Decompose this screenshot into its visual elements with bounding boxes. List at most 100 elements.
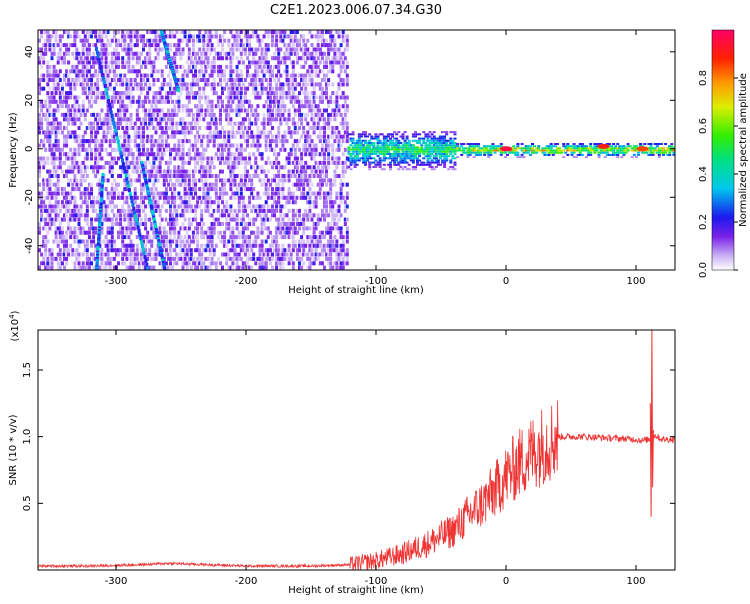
- heatmap-cell: [231, 126, 235, 130]
- heatmap-cell: [221, 43, 224, 48]
- heatmap-cell: [300, 239, 304, 244]
- heatmap-cell: [200, 230, 204, 235]
- heatmap-cell: [262, 261, 266, 266]
- heatmap-cell: [216, 99, 220, 104]
- heatmap-cell: [54, 156, 58, 161]
- heatmap-cell: [50, 143, 54, 148]
- heatmap-cell: [187, 69, 191, 74]
- heatmap-cell: [314, 60, 318, 65]
- heatmap-cell: [135, 117, 139, 122]
- heatmap-cell: [237, 43, 241, 48]
- heatmap-cell: [246, 169, 249, 174]
- heatmap-cell: [171, 270, 174, 274]
- heatmap-cell: [298, 82, 301, 87]
- heatmap-cell: [233, 34, 237, 39]
- heatmap-cell: [316, 104, 320, 109]
- heatmap-cell: [42, 56, 46, 61]
- heatmap-cell: [65, 143, 68, 148]
- heatmap-cell: [202, 43, 206, 48]
- heatmap-cell: [123, 152, 127, 157]
- heatmap-cell: [389, 163, 392, 166]
- heatmap-cell: [48, 121, 52, 126]
- heatmap-cell: [219, 95, 222, 100]
- heatmap-cell: [333, 222, 337, 226]
- heatmap-cell: [119, 213, 123, 218]
- heatmap-cell: [104, 51, 108, 56]
- heatmap-cell: [198, 95, 202, 100]
- heatmap-cell: [291, 239, 295, 244]
- heatmap-cell: [325, 147, 328, 152]
- heatmap-cell: [83, 112, 87, 117]
- heatmap-cell: [382, 155, 386, 158]
- heatmap-cell: [241, 265, 245, 270]
- heatmap-cell: [302, 261, 306, 266]
- heatmap-cell: [331, 130, 335, 135]
- heatmap-cell: [273, 56, 276, 61]
- heatmap-cell: [77, 261, 81, 266]
- heatmap-cell: [281, 217, 285, 222]
- heatmap-cell: [219, 56, 222, 61]
- heatmap-cell: [343, 222, 347, 226]
- heatmap-cell: [162, 182, 166, 187]
- heatmap-cell: [281, 104, 285, 109]
- heatmap-cell: [295, 60, 299, 65]
- heatmap-cell: [212, 143, 216, 148]
- heatmap-cell: [81, 230, 85, 235]
- heatmap-cell: [173, 182, 177, 187]
- heatmap-cell: [252, 134, 256, 139]
- heatmap-cell: [52, 239, 56, 244]
- heatmap-cell: [63, 30, 66, 34]
- heatmap-cell: [189, 195, 193, 200]
- heatmap-cell: [154, 130, 158, 135]
- heatmap-cell: [271, 243, 274, 248]
- heatmap-cell: [48, 108, 52, 113]
- heatmap-cell: [325, 230, 328, 235]
- heatmap-cell: [239, 187, 243, 192]
- heatmap-cell: [144, 226, 148, 231]
- heatmap-cell: [287, 187, 291, 192]
- heatmap-cell: [48, 143, 52, 148]
- heatmap-cell: [216, 200, 220, 205]
- heatmap-cell: [94, 139, 98, 144]
- heatmap-cell: [158, 95, 162, 100]
- heatmap-cell: [98, 112, 102, 117]
- heatmap-cell: [200, 160, 204, 165]
- heatmap-cell: [219, 73, 222, 78]
- heatmap-cell: [73, 204, 77, 209]
- heatmap-cell: [416, 163, 419, 166]
- heatmap-cell: [110, 191, 114, 196]
- heatmap-cell: [125, 51, 129, 56]
- heatmap-cell: [104, 34, 108, 39]
- heatmap-cell: [289, 174, 293, 178]
- heatmap-cell: [196, 147, 200, 152]
- heatmap-cell: [142, 121, 145, 126]
- heatmap-cell: [94, 160, 98, 165]
- heatmap-cell: [58, 239, 62, 244]
- heatmap-cell: [306, 95, 310, 100]
- heatmap-cell: [268, 82, 272, 87]
- heatmap-cell: [349, 148, 353, 151]
- heatmap-cell: [368, 152, 372, 155]
- heatmap-cell: [123, 213, 127, 218]
- heatmap-cell: [264, 256, 268, 261]
- heatmap-cell: [318, 117, 322, 122]
- heatmap-cell: [185, 265, 189, 270]
- heatmap-cell: [229, 204, 233, 209]
- heatmap-cell: [401, 161, 405, 164]
- heatmap-cell: [252, 174, 256, 178]
- heatmap-cell: [316, 73, 320, 78]
- heatmap-cell: [239, 108, 243, 113]
- heatmap-cell: [50, 91, 54, 96]
- heatmap-cell: [214, 121, 218, 126]
- heatmap-cell: [223, 147, 227, 152]
- heatmap-cell: [42, 182, 46, 187]
- heatmap-cell: [407, 168, 411, 171]
- heatmap-cell: [183, 182, 187, 187]
- heatmap-cell: [279, 226, 283, 231]
- heatmap-cell: [183, 34, 187, 39]
- heatmap-cell: [308, 261, 312, 266]
- heatmap-cell: [85, 230, 89, 235]
- heatmap-cell: [277, 60, 281, 65]
- heatmap-cell: [63, 248, 66, 253]
